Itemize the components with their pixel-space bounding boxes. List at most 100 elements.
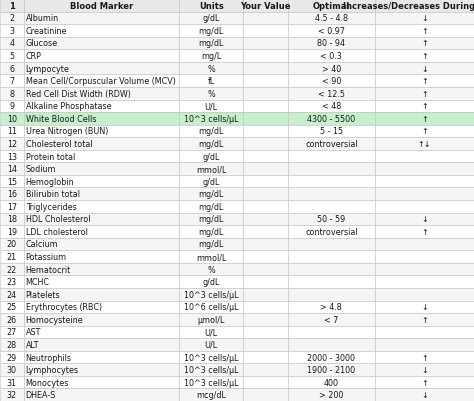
Bar bbox=[288, 389, 375, 401]
Bar bbox=[24, 263, 179, 276]
Bar bbox=[288, 138, 375, 150]
Bar bbox=[375, 301, 474, 313]
Bar bbox=[375, 138, 474, 150]
Bar bbox=[179, 363, 243, 376]
Bar bbox=[0, 363, 24, 376]
Bar bbox=[179, 12, 243, 25]
Text: controversial: controversial bbox=[305, 140, 358, 149]
Text: Units: Units bbox=[199, 2, 224, 11]
Bar bbox=[243, 263, 288, 276]
Bar bbox=[24, 376, 179, 389]
Bar bbox=[243, 150, 288, 163]
Bar bbox=[288, 0, 375, 12]
Bar bbox=[24, 351, 179, 363]
Text: Sodium: Sodium bbox=[26, 165, 56, 174]
Text: 10^3 cells/μL: 10^3 cells/μL bbox=[184, 290, 238, 299]
Text: 9: 9 bbox=[9, 102, 14, 111]
Bar bbox=[24, 363, 179, 376]
Bar bbox=[24, 225, 179, 238]
Bar bbox=[24, 251, 179, 263]
Bar bbox=[179, 63, 243, 75]
Bar bbox=[179, 251, 243, 263]
Text: 10^3 cells/μL: 10^3 cells/μL bbox=[184, 115, 238, 124]
Bar bbox=[243, 63, 288, 75]
Text: 14: 14 bbox=[7, 165, 17, 174]
Text: mg/dL: mg/dL bbox=[199, 127, 224, 136]
Text: mg/dL: mg/dL bbox=[199, 190, 224, 199]
Text: mg/dL: mg/dL bbox=[199, 202, 224, 211]
Text: 6: 6 bbox=[9, 65, 14, 73]
Bar bbox=[179, 263, 243, 276]
Bar bbox=[288, 288, 375, 301]
Bar bbox=[288, 176, 375, 188]
Bar bbox=[0, 238, 24, 251]
Text: Hematocrit: Hematocrit bbox=[26, 265, 71, 274]
Text: 19: 19 bbox=[7, 227, 17, 236]
Text: AST: AST bbox=[26, 328, 41, 336]
Bar bbox=[179, 176, 243, 188]
Text: ↓: ↓ bbox=[421, 302, 428, 312]
Bar bbox=[179, 313, 243, 326]
Text: Lympocyte: Lympocyte bbox=[26, 65, 70, 73]
Text: mg/dL: mg/dL bbox=[199, 215, 224, 224]
Text: Bilirubin total: Bilirubin total bbox=[26, 190, 80, 199]
Bar bbox=[288, 150, 375, 163]
Bar bbox=[243, 389, 288, 401]
Text: 26: 26 bbox=[7, 315, 17, 324]
Bar bbox=[288, 263, 375, 276]
Bar bbox=[0, 376, 24, 389]
Bar bbox=[288, 301, 375, 313]
Bar bbox=[288, 276, 375, 288]
Text: Your Value: Your Value bbox=[240, 2, 291, 11]
Bar bbox=[375, 326, 474, 338]
Text: 1900 - 2100: 1900 - 2100 bbox=[307, 365, 356, 374]
Bar bbox=[24, 12, 179, 25]
Bar bbox=[24, 213, 179, 225]
Text: White Blood Cells: White Blood Cells bbox=[26, 115, 96, 124]
Bar bbox=[288, 363, 375, 376]
Text: g/dL: g/dL bbox=[202, 152, 220, 161]
Bar bbox=[179, 138, 243, 150]
Text: Cholesterol total: Cholesterol total bbox=[26, 140, 92, 149]
Bar bbox=[288, 376, 375, 389]
Text: 29: 29 bbox=[7, 352, 17, 362]
Text: ↓: ↓ bbox=[421, 215, 428, 224]
Bar bbox=[375, 50, 474, 63]
Bar bbox=[24, 88, 179, 100]
Bar bbox=[24, 113, 179, 125]
Bar bbox=[288, 50, 375, 63]
Text: 28: 28 bbox=[7, 340, 17, 349]
Text: Calcium: Calcium bbox=[26, 240, 58, 249]
Bar bbox=[24, 38, 179, 50]
Bar bbox=[24, 176, 179, 188]
Text: 20: 20 bbox=[7, 240, 17, 249]
Bar bbox=[375, 338, 474, 351]
Bar bbox=[179, 200, 243, 213]
Bar bbox=[243, 313, 288, 326]
Bar bbox=[0, 288, 24, 301]
Text: 24: 24 bbox=[7, 290, 17, 299]
Text: mg/dL: mg/dL bbox=[199, 39, 224, 49]
Text: U/L: U/L bbox=[205, 102, 218, 111]
Bar bbox=[288, 351, 375, 363]
Bar bbox=[0, 50, 24, 63]
Bar bbox=[179, 75, 243, 88]
Bar bbox=[24, 63, 179, 75]
Text: mg/dL: mg/dL bbox=[199, 227, 224, 236]
Text: ↑: ↑ bbox=[421, 227, 428, 236]
Text: 32: 32 bbox=[7, 390, 17, 399]
Bar bbox=[24, 188, 179, 200]
Text: 15: 15 bbox=[7, 177, 17, 186]
Text: Optimal: Optimal bbox=[313, 2, 350, 11]
Bar bbox=[179, 38, 243, 50]
Text: U/L: U/L bbox=[205, 340, 218, 349]
Bar bbox=[288, 63, 375, 75]
Bar bbox=[243, 326, 288, 338]
Bar bbox=[24, 326, 179, 338]
Bar bbox=[179, 351, 243, 363]
Bar bbox=[288, 125, 375, 138]
Text: mmol/L: mmol/L bbox=[196, 165, 226, 174]
Bar bbox=[0, 163, 24, 176]
Bar bbox=[0, 75, 24, 88]
Bar bbox=[179, 326, 243, 338]
